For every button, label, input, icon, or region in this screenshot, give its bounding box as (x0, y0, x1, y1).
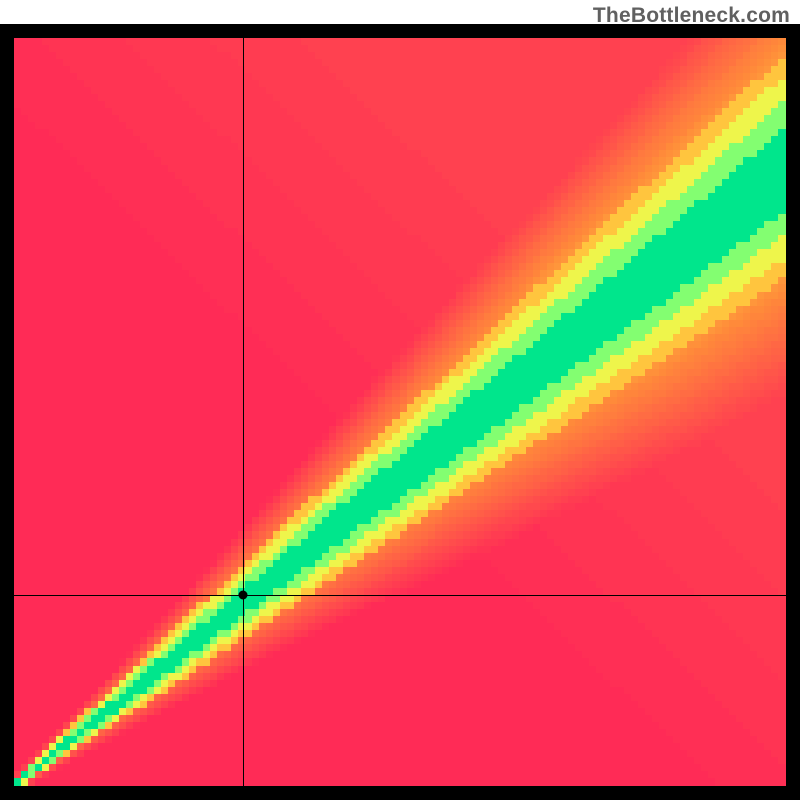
watermark-text: TheBottleneck.com (593, 4, 790, 28)
crosshair-vertical (243, 38, 244, 786)
crosshair-horizontal (14, 595, 786, 596)
bottleneck-heatmap-canvas (14, 38, 786, 786)
plot-area (14, 38, 786, 786)
crosshair-marker (238, 591, 247, 600)
chart-frame (0, 24, 800, 800)
